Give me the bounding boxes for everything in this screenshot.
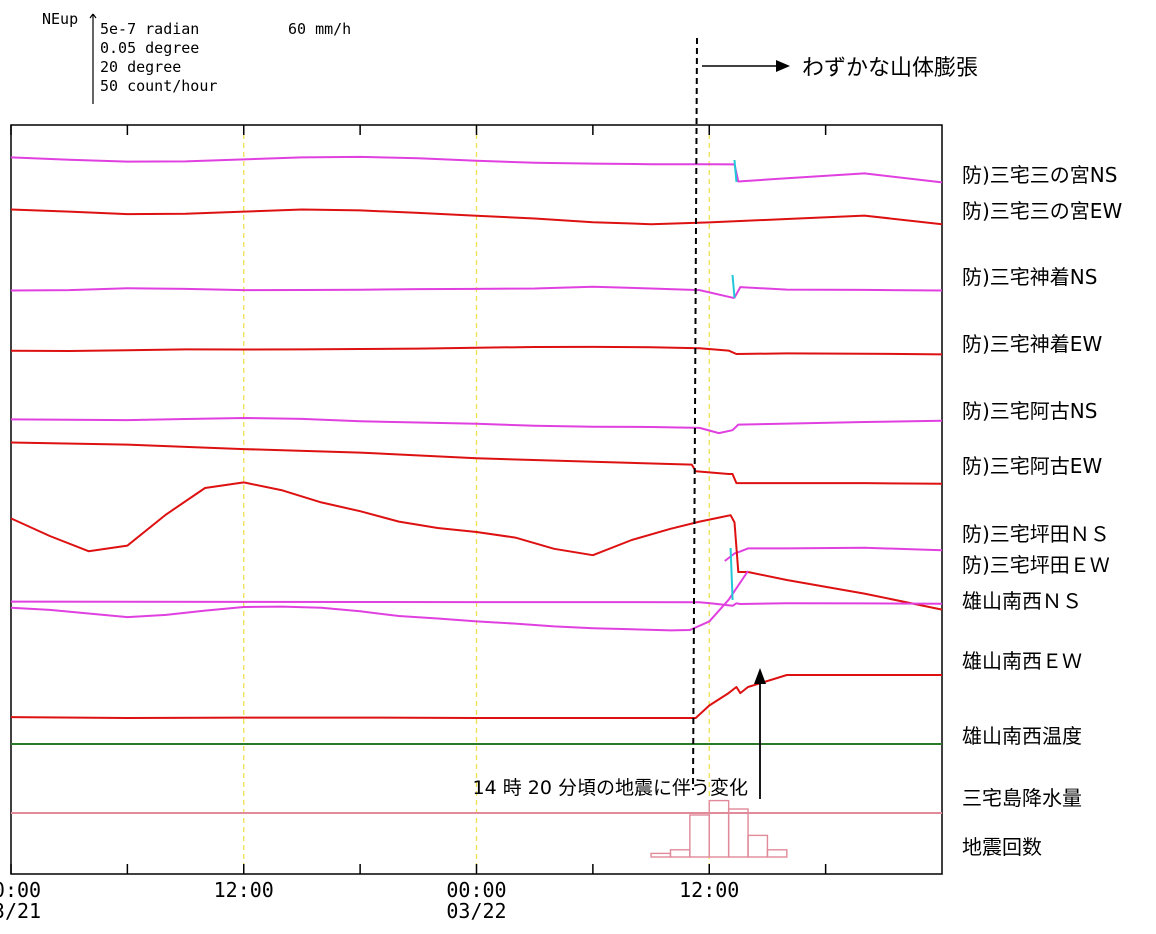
series-label: 三宅島降水量 (962, 786, 1082, 810)
x-tick-label: 00:00 (0, 878, 41, 902)
x-tick-date: 03/22 (446, 899, 506, 923)
series-label: 防)三宅坪田ＥＷ (962, 553, 1110, 577)
scale-line-degree: 0.05 degree (100, 39, 199, 57)
series-label: 雄山南西ＥＷ (962, 649, 1082, 673)
scale-legend-label: NEup (42, 10, 78, 28)
x-tick-label: 12:00 (214, 878, 274, 902)
step-jump (729, 547, 734, 601)
step-jump (733, 159, 738, 183)
series-label: 防)三宅坪田ＮＳ (962, 522, 1110, 546)
series-label: 防)三宅阿古NS (962, 399, 1097, 423)
scale-line-count: 50 count/hour (100, 77, 217, 95)
quake-histogram (650, 799, 788, 858)
scale-rain: 60 mm/h (288, 20, 351, 38)
series-label: 防)三宅神着NS (962, 265, 1097, 289)
arrow-right-icon (776, 60, 790, 72)
series-label: 防)三宅三の宮EW (962, 199, 1122, 223)
x-ticks (10, 125, 827, 874)
earthquake-label: 14 時 20 分頃の地震に伴う変化 (473, 777, 748, 799)
series-label: 雄山南西ＮＳ (962, 589, 1082, 613)
series-label: 防)三宅阿古EW (962, 454, 1102, 478)
series-label: 防)三宅三の宮NS (962, 163, 1117, 187)
series-line (10, 441, 943, 485)
histogram-bar (669, 849, 691, 858)
series-line (10, 600, 943, 607)
series-label: 雄山南西温度 (962, 724, 1082, 748)
series-line (724, 546, 943, 562)
series-line (10, 345, 943, 356)
scale-line-radian: 5e-7 radian (100, 20, 199, 38)
series-line (10, 481, 943, 611)
series-line (10, 208, 943, 226)
series-line (10, 570, 749, 632)
earthquake-annotation: 14 時 20 分頃の地震に伴う変化 (473, 668, 766, 799)
series-layer (10, 155, 943, 814)
histogram-bar (727, 808, 749, 858)
grid-layer (243, 125, 710, 874)
series-label: 地震回数 (962, 835, 1042, 859)
event-dashed-line (692, 37, 698, 791)
x-tick-label: 00:00 (446, 878, 506, 902)
histogram-bar (689, 814, 710, 858)
histogram-bar (766, 849, 788, 858)
histogram-bar (650, 852, 672, 858)
arrow-up-icon (754, 668, 766, 684)
series-label: 防)三宅神着EW (962, 332, 1102, 356)
scale-line-temp-degree: 20 degree (100, 58, 181, 76)
series-line (10, 674, 942, 719)
step-jump (731, 274, 736, 299)
series-line (10, 417, 943, 435)
series-line (10, 285, 943, 299)
x-tick-date: 03/21 (0, 899, 41, 923)
inflation-label: わずかな山体膨張 (802, 56, 978, 81)
scale-legend: NEup 5e-7 radian 0.05 degree 20 degree 5… (42, 10, 351, 104)
x-tick-label: 12:00 (679, 878, 739, 902)
histogram-bar (708, 799, 730, 858)
histogram-bar (747, 834, 769, 858)
series-line (10, 155, 943, 184)
series-labels: 防)三宅三の宮NS 防)三宅三の宮EW 防)三宅神着NS 防)三宅神着EW 防)三宅阿古… (962, 163, 1122, 859)
inflation-annotation: わずかな山体膨張 (702, 56, 978, 81)
